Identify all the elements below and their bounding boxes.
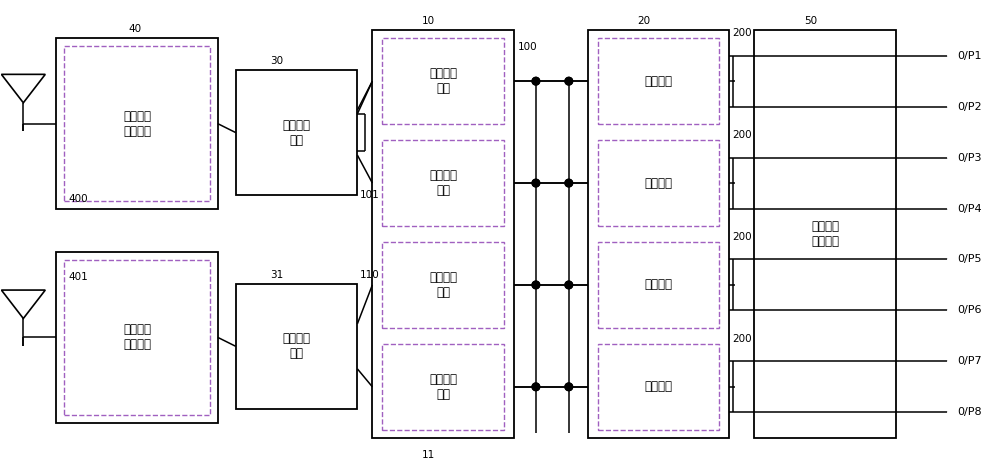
Text: 30: 30 xyxy=(270,56,283,66)
Bar xyxy=(382,38,504,124)
Circle shape xyxy=(948,409,954,415)
Circle shape xyxy=(565,383,573,390)
Circle shape xyxy=(948,256,954,262)
Bar xyxy=(382,344,504,430)
Bar xyxy=(598,242,719,328)
Circle shape xyxy=(565,78,573,85)
Circle shape xyxy=(532,78,540,85)
Text: 第二混频
电路: 第二混频 电路 xyxy=(283,333,311,361)
Circle shape xyxy=(565,281,573,289)
Bar xyxy=(56,252,218,423)
Circle shape xyxy=(532,179,540,187)
Circle shape xyxy=(565,179,573,187)
Text: 200: 200 xyxy=(732,28,752,38)
Text: 50: 50 xyxy=(804,16,817,26)
Text: 0/P1: 0/P1 xyxy=(958,51,982,61)
Circle shape xyxy=(948,358,954,364)
Text: 第二放大
支路: 第二放大 支路 xyxy=(429,169,457,197)
Text: 开关电路: 开关电路 xyxy=(645,380,673,393)
Text: 开关电路: 开关电路 xyxy=(645,75,673,88)
Text: 第二射频
放大电路: 第二射频 放大电路 xyxy=(123,323,151,351)
Circle shape xyxy=(532,281,540,289)
Circle shape xyxy=(948,205,954,212)
Text: 200: 200 xyxy=(732,232,752,242)
Text: 110: 110 xyxy=(359,270,379,280)
Bar xyxy=(236,70,357,195)
Bar xyxy=(64,46,210,201)
Text: 200: 200 xyxy=(732,334,752,344)
Circle shape xyxy=(532,281,540,289)
Text: 0/P4: 0/P4 xyxy=(958,204,982,213)
Text: 0/P7: 0/P7 xyxy=(958,356,982,366)
Text: 0/P6: 0/P6 xyxy=(958,305,982,315)
Bar xyxy=(598,344,719,430)
Text: 10: 10 xyxy=(422,16,435,26)
Bar xyxy=(382,242,504,328)
Circle shape xyxy=(565,179,573,187)
Circle shape xyxy=(532,383,540,390)
Bar xyxy=(588,30,729,438)
Bar xyxy=(598,38,719,124)
Circle shape xyxy=(532,78,540,85)
Bar xyxy=(56,38,218,209)
Text: 400: 400 xyxy=(68,194,88,204)
Circle shape xyxy=(948,104,954,110)
Bar xyxy=(382,140,504,226)
Text: 开关电路: 开关电路 xyxy=(645,177,673,190)
Circle shape xyxy=(532,179,540,187)
Text: 101: 101 xyxy=(359,190,379,200)
Circle shape xyxy=(532,383,540,390)
Text: 第四放大
支路: 第四放大 支路 xyxy=(429,373,457,401)
Text: 第一混频
电路: 第一混频 电路 xyxy=(283,119,311,147)
Text: 401: 401 xyxy=(68,272,88,282)
Text: 100: 100 xyxy=(518,42,538,52)
Text: 31: 31 xyxy=(270,270,283,280)
Text: 20: 20 xyxy=(637,16,650,26)
Text: 0/P8: 0/P8 xyxy=(958,407,982,417)
Text: 200: 200 xyxy=(732,130,752,140)
Bar xyxy=(598,140,719,226)
Bar xyxy=(236,283,357,409)
Circle shape xyxy=(948,53,954,59)
Text: 0/P2: 0/P2 xyxy=(958,102,982,112)
Text: 第三中频
放大电路: 第三中频 放大电路 xyxy=(811,220,839,248)
Text: 0/P3: 0/P3 xyxy=(958,153,982,163)
Text: 40: 40 xyxy=(129,24,142,34)
Circle shape xyxy=(948,307,954,313)
Text: 0/P5: 0/P5 xyxy=(958,255,982,264)
Circle shape xyxy=(565,78,573,85)
Text: 第三放大
支路: 第三放大 支路 xyxy=(429,271,457,299)
Text: 11: 11 xyxy=(422,450,435,460)
Text: 开关电路: 开关电路 xyxy=(645,278,673,291)
Bar xyxy=(754,30,896,438)
Bar xyxy=(372,30,514,438)
Bar xyxy=(64,260,210,415)
Circle shape xyxy=(948,155,954,161)
Text: 第一射频
放大电路: 第一射频 放大电路 xyxy=(123,110,151,138)
Text: 第一放大
支路: 第一放大 支路 xyxy=(429,67,457,95)
Circle shape xyxy=(565,281,573,289)
Circle shape xyxy=(565,383,573,390)
